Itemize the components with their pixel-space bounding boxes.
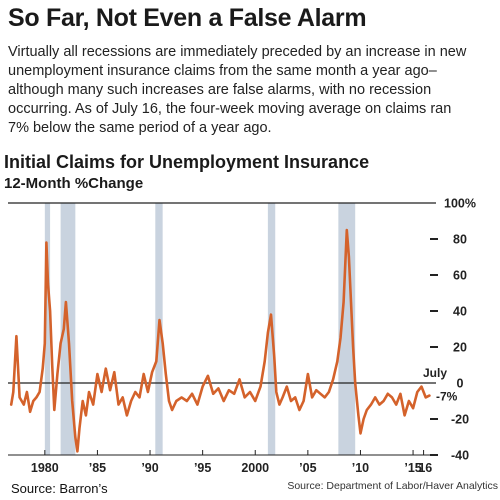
chart-subtitle: 12-Month %Change bbox=[4, 175, 144, 192]
headline: So Far, Not Even a False Alarm bbox=[8, 4, 367, 32]
body-line: 7% below the same period of a year ago. bbox=[8, 120, 272, 136]
x-tick-label: ’16 bbox=[415, 461, 432, 475]
x-tick-label: ’10 bbox=[352, 461, 369, 475]
x-tick-label: ’15 bbox=[404, 461, 421, 475]
y-tick-label: 80 bbox=[453, 233, 467, 247]
x-tick-label: 2000 bbox=[241, 461, 269, 475]
x-tick-label: 1980 bbox=[31, 461, 59, 475]
x-tick-label: ’90 bbox=[141, 461, 158, 475]
recession-band bbox=[44, 203, 51, 455]
body-line: although many such increases are false a… bbox=[8, 82, 432, 98]
chart-title: Initial Claims for Unemployment Insuranc… bbox=[4, 152, 370, 172]
body-line: unemployment insurance claims from the s… bbox=[8, 63, 437, 79]
source-credit: Source: Barron’s bbox=[11, 481, 108, 496]
y-tick-label: 100% bbox=[444, 197, 476, 211]
recession-band bbox=[338, 203, 356, 455]
annotation-label: July bbox=[423, 366, 447, 380]
y-tick-label: -20 bbox=[451, 413, 469, 427]
annotation-label: -7% bbox=[436, 390, 458, 404]
y-tick-label: 0 bbox=[457, 377, 464, 391]
x-tick-label: ’05 bbox=[299, 461, 316, 475]
claims-series-line bbox=[9, 228, 431, 453]
y-tick-label: 20 bbox=[453, 341, 467, 355]
y-tick-label: 60 bbox=[453, 269, 467, 283]
body-text: Virtually all recessions are immediately… bbox=[8, 43, 498, 138]
x-tick-label: ’95 bbox=[194, 461, 211, 475]
x-tick-label: ’85 bbox=[89, 461, 106, 475]
body-line: Virtually all recessions are immediately… bbox=[8, 44, 467, 60]
y-tick-label: 40 bbox=[453, 305, 467, 319]
chart-source: Source: Department of Labor/Haver Analyt… bbox=[287, 480, 498, 492]
body-line: occurring. As of July 16, the four-week … bbox=[8, 101, 452, 117]
y-tick-label: -40 bbox=[451, 449, 469, 463]
